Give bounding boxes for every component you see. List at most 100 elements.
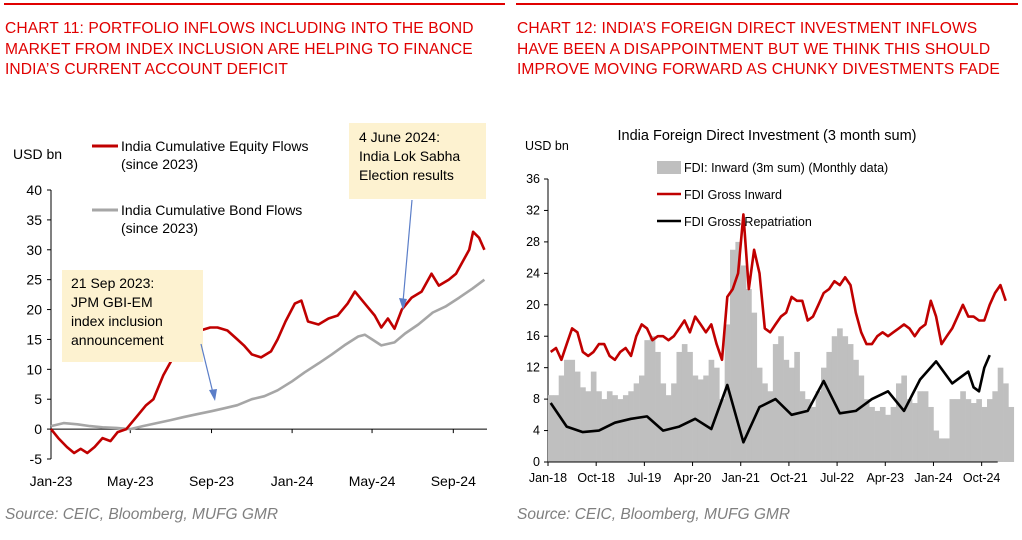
fdi-inward-bar: [708, 359, 715, 462]
y-tick-label: 15: [26, 331, 42, 347]
fdi-inward-bar: [997, 367, 1004, 462]
fdi-inward-bar: [735, 241, 742, 462]
fdi-inward-bar: [965, 399, 972, 462]
fdi-inward-bar: [895, 383, 902, 462]
fdi-inward-bar: [944, 438, 950, 462]
x-tick-label: Apr-20: [674, 471, 712, 485]
y-tick-label: 20: [26, 302, 42, 318]
fdi-inward-bar: [601, 399, 608, 462]
fdi-inward-bar: [622, 395, 629, 462]
y-tick-label: 12: [526, 361, 540, 375]
callout-text-index-inclusion: announcement: [71, 332, 164, 348]
fdi-inward-bar: [933, 430, 940, 462]
fdi-inward-bar: [885, 414, 891, 462]
fdi-inward-bar: [772, 344, 779, 462]
x-tick-label: Jan-24: [271, 473, 314, 489]
fdi-inward-bar: [810, 406, 816, 462]
y-tick-label: 8: [533, 392, 540, 406]
fdi-inward-bar: [863, 399, 870, 462]
fdi-inward-bar: [1003, 383, 1009, 462]
y-tick-label: 36: [526, 172, 540, 186]
fdi-inward-bar: [660, 383, 667, 462]
y-tick-label: 35: [26, 212, 42, 228]
y-tick-label: 32: [526, 203, 540, 217]
fdi-inward-bar: [826, 351, 833, 462]
fdi-inward-bar: [596, 391, 602, 462]
title-rule: [516, 3, 1018, 5]
fdi-inward-bar: [639, 375, 645, 462]
legend-label-inward: FDI Gross Inward: [684, 188, 782, 202]
y-tick-label: 30: [26, 242, 42, 258]
callout-box-index-inclusion: [62, 270, 203, 362]
fdi-inward-bar: [992, 391, 998, 462]
fdi-inward-bar: [762, 383, 768, 462]
fdi-inward-bar: [564, 359, 570, 462]
fdi-inward-bar: [912, 403, 918, 462]
fdi-inward-bar: [858, 375, 865, 462]
callout-text-index-inclusion: JPM GBI-EM: [71, 294, 153, 310]
fdi-inward-bar: [874, 410, 881, 462]
legend-label-bars: FDI: Inward (3m sum) (Monthly data): [684, 161, 888, 175]
fdi-inward-bar: [949, 399, 956, 462]
fdi-inward-bar: [730, 249, 736, 462]
election-arrow-head: [399, 298, 407, 310]
x-tick-label: Sep-24: [431, 473, 476, 489]
election-arrow: [402, 199, 413, 303]
x-tick-label: Oct-24: [963, 471, 1001, 485]
fdi-inward-bar: [633, 383, 640, 462]
fdi-inward-bar: [847, 344, 854, 462]
fdi-inward-bar: [778, 336, 784, 462]
chart-title: CHART 11: PORTFOLIO INFLOWS INCLUDING IN…: [5, 20, 474, 78]
title-rule: [4, 3, 505, 5]
legend-label-equity: (since 2023): [121, 156, 198, 172]
fdi-inward-bar: [831, 336, 838, 462]
fdi-inward-bar: [960, 391, 966, 462]
fdi-inward-bar: [794, 351, 800, 462]
y-tick-label: 40: [26, 182, 42, 198]
fdi-inward-bar: [746, 289, 752, 462]
fdi-inward-bar: [590, 371, 597, 462]
y-tick-label: 25: [26, 272, 42, 288]
x-tick-label: May-23: [107, 473, 154, 489]
fdi-inward-bar: [804, 399, 811, 462]
fdi-inward-bar: [655, 351, 661, 462]
chart-title: CHART 12: INDIA’S FOREIGN DIRECT INVESTM…: [517, 20, 1000, 78]
y-tick-label: -5: [30, 451, 43, 467]
y-tick-label: 10: [26, 361, 42, 377]
callout-text-index-inclusion: 21 Sep 2023:: [71, 275, 154, 291]
x-tick-label: Jan-24: [914, 471, 952, 485]
fdi-inward-bar: [890, 406, 897, 462]
fdi-inward-bar: [740, 265, 747, 462]
fdi-inward-bar: [585, 391, 592, 462]
callout-text-election: 4 June 2024:: [359, 129, 440, 145]
fdi-inward-bar: [981, 406, 988, 462]
legend-label-bond: India Cumulative Bond Flows: [121, 202, 302, 218]
fdi-inward-bar: [799, 391, 806, 462]
x-tick-label: Sep-23: [189, 473, 234, 489]
chart-12-plot: India Foreign Direct Investment (3 month…: [525, 128, 1015, 485]
fdi-gross-repatriation-line: [549, 354, 991, 444]
fdi-gross-inward-line: [549, 213, 1007, 362]
fdi-inward-bar: [676, 351, 683, 462]
fdi-inward-bar: [569, 359, 576, 462]
fdi-inward-bar: [612, 395, 618, 462]
fdi-inward-bar: [703, 375, 709, 462]
fdi-inward-bar: [954, 399, 961, 462]
y-axis-label: USD bn: [525, 139, 569, 153]
fdi-inward-bar: [687, 351, 693, 462]
fdi-inward-bar: [697, 379, 704, 462]
fdi-inward-bar: [879, 406, 886, 462]
y-tick-label: 24: [526, 266, 540, 280]
index-inclusion-arrow-head: [209, 389, 217, 401]
chart-source: Source: CEIC, Bloomberg, MUFG GMR: [517, 506, 791, 523]
fdi-inward-bar: [906, 399, 913, 462]
y-tick-label: 5: [34, 391, 42, 407]
callout-box-election: [349, 123, 486, 199]
chart-12-panel: CHART 12: INDIA’S FOREIGN DIRECT INVESTM…: [512, 0, 1022, 540]
legend-swatch-bars: [657, 161, 681, 174]
fdi-inward-bar: [628, 391, 634, 462]
fdi-inward-bar: [649, 336, 656, 462]
fdi-inward-bar: [671, 383, 677, 462]
fdi-inward-bar: [842, 336, 849, 462]
legend-label-bond: (since 2023): [121, 220, 198, 236]
